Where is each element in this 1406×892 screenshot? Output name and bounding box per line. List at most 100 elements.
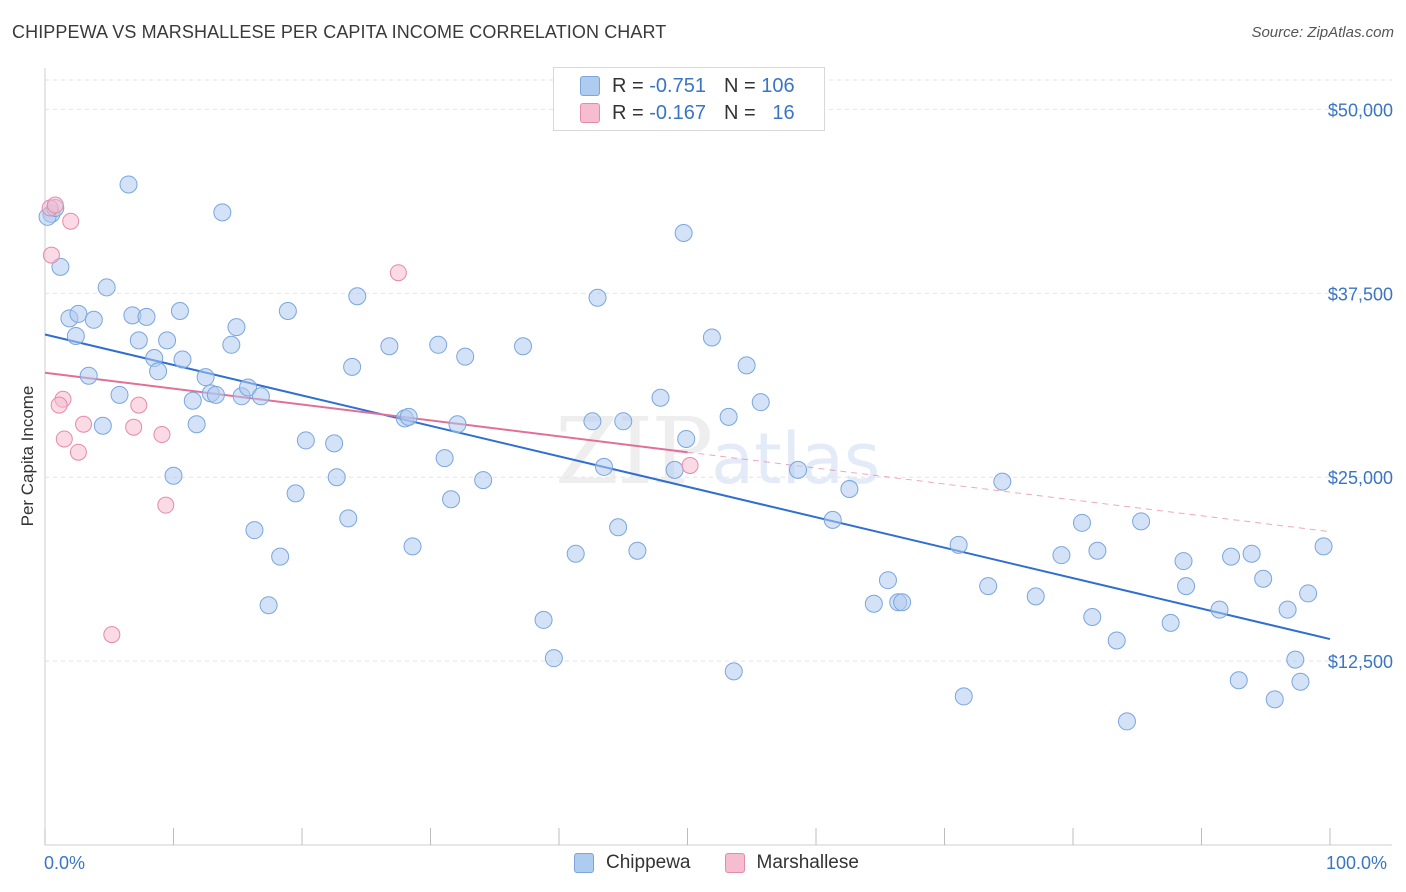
data-point-marshallese	[42, 246, 60, 264]
data-point-chippewa	[1052, 546, 1071, 565]
data-point-chippewa	[893, 593, 912, 612]
data-point-chippewa	[789, 460, 808, 479]
data-point-chippewa	[1299, 584, 1318, 603]
data-point-chippewa	[1026, 587, 1045, 606]
data-point-chippewa	[737, 356, 756, 375]
data-point-chippewa	[399, 407, 418, 426]
data-point-chippewa	[110, 385, 129, 404]
data-point-chippewa	[614, 412, 633, 431]
data-point-marshallese	[69, 443, 87, 461]
data-point-chippewa	[170, 301, 189, 320]
data-point-chippewa	[245, 521, 264, 540]
data-point-chippewa	[196, 368, 215, 387]
grid-layer	[45, 79, 1392, 662]
legend-n-value: 106	[761, 74, 795, 97]
data-point-chippewa	[665, 460, 684, 479]
data-point-chippewa	[1072, 513, 1091, 532]
data-point-chippewa	[1117, 712, 1136, 731]
data-point-chippewa	[187, 415, 206, 434]
data-point-chippewa	[259, 596, 278, 615]
legend-n-label: N =	[723, 74, 762, 97]
data-point-chippewa	[213, 203, 232, 222]
data-point-marshallese	[50, 396, 68, 414]
data-point-chippewa	[1174, 552, 1193, 571]
data-point-chippewa	[677, 429, 696, 448]
data-point-chippewa	[239, 378, 258, 397]
data-point-chippewa	[954, 687, 973, 706]
data-point-chippewa	[442, 490, 461, 509]
data-point-chippewa	[474, 471, 493, 490]
data-point-chippewa	[1222, 547, 1241, 566]
data-point-chippewa	[286, 484, 305, 503]
data-point-chippewa	[628, 541, 647, 560]
trend-line-marshallese-dashed	[687, 451, 1331, 533]
data-point-chippewa	[251, 387, 270, 406]
y-tick-label: $37,500	[1328, 284, 1393, 304]
data-point-chippewa	[296, 431, 315, 450]
legend-swatch-chippewa	[580, 76, 600, 96]
data-point-chippewa	[343, 357, 362, 376]
data-point-chippewa	[719, 407, 738, 426]
legend-swatch-marshallese	[580, 103, 600, 123]
data-point-chippewa	[339, 509, 358, 528]
data-point-chippewa	[534, 610, 553, 629]
data-point-chippewa	[651, 388, 670, 407]
data-point-marshallese	[62, 212, 80, 230]
data-point-chippewa	[878, 571, 897, 590]
y-axis-label: Per Capita Income	[18, 385, 37, 527]
data-point-chippewa	[949, 535, 968, 554]
data-point-chippewa	[158, 331, 177, 350]
data-point-chippewa	[69, 304, 88, 323]
data-point-chippewa	[1210, 600, 1229, 619]
data-point-chippewa	[51, 257, 70, 276]
data-point-chippewa	[79, 366, 98, 385]
data-point-chippewa	[97, 278, 116, 297]
data-point-chippewa	[1286, 650, 1305, 669]
data-point-chippewa	[702, 328, 721, 347]
data-point-marshallese	[103, 626, 121, 644]
data-point-chippewa	[403, 537, 422, 556]
legend-row-chippewa: R = -0.751 N = 106	[580, 74, 795, 98]
bottom-legend: Chippewa Marshallese	[574, 852, 859, 874]
data-point-chippewa	[566, 544, 585, 563]
chart-title: CHIPPEWA VS MARSHALLESE PER CAPITA INCOM…	[12, 22, 667, 42]
legend-r-value: -0.751	[649, 74, 706, 97]
data-point-marshallese	[125, 418, 143, 436]
data-point-chippewa	[1107, 631, 1126, 650]
data-point-chippewa	[674, 224, 693, 242]
data-point-chippewa	[544, 649, 563, 668]
y-tick-label: $12,500	[1328, 652, 1393, 672]
tick-label-layer: $12,500 $25,000 $37,500 $50,000	[1328, 100, 1393, 672]
data-point-chippewa	[1291, 672, 1310, 691]
bottom-legend-label-marshallese: Marshallese	[756, 852, 859, 873]
data-point-chippewa	[164, 466, 183, 485]
legend-n-value: 16	[761, 101, 795, 124]
data-point-marshallese	[55, 430, 73, 448]
data-point-chippewa	[129, 331, 148, 350]
data-point-chippewa	[864, 594, 883, 613]
data-point-chippewa	[979, 577, 998, 596]
data-point-marshallese	[389, 264, 407, 282]
data-point-chippewa	[380, 337, 399, 356]
data-point-marshallese	[130, 396, 148, 414]
data-point-chippewa	[840, 479, 859, 498]
data-point-marshallese	[681, 456, 699, 474]
data-point-chippewa	[348, 287, 367, 306]
data-point-chippewa	[119, 175, 138, 194]
data-point-chippewa	[271, 547, 290, 566]
bottom-legend-label-chippewa: Chippewa	[606, 852, 691, 873]
data-point-chippewa	[514, 337, 533, 356]
x-tick-label-min: 0.0%	[44, 853, 86, 873]
data-point-chippewa	[609, 518, 628, 537]
y-tick-label: $50,000	[1328, 100, 1393, 120]
data-point-chippewa	[993, 472, 1012, 491]
data-point-chippewa	[588, 288, 607, 307]
trend-layer	[44, 333, 1331, 641]
x-tick-label-max: 100.0%	[1326, 853, 1388, 873]
axis-layer	[44, 68, 1392, 846]
data-point-chippewa	[327, 468, 346, 487]
data-point-marshallese	[153, 426, 171, 444]
data-point-chippewa	[594, 457, 613, 476]
data-point-chippewa	[1132, 512, 1151, 531]
